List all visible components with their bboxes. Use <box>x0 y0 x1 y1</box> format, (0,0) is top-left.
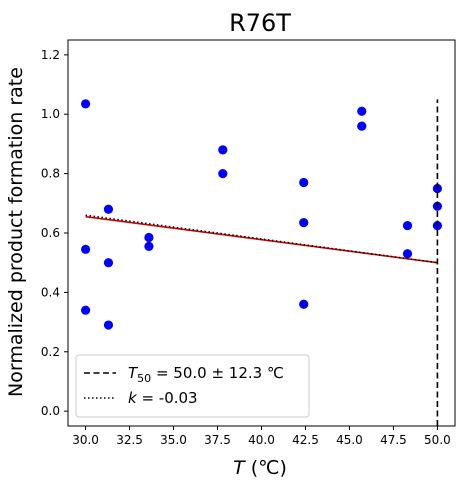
x-axis-label: T (℃) <box>233 457 287 479</box>
legend-label-variable: k <box>128 389 138 407</box>
data-point <box>218 169 228 179</box>
y-tick-label: 0.4 <box>41 285 60 299</box>
legend-box <box>75 354 310 418</box>
x-tick-label: 42.5 <box>292 433 319 447</box>
x-axis: 30.0 32.5 35.0 37.5 40.0 42.5 45.0 47.5 50.0 <box>72 426 451 447</box>
fit-line <box>85 215 438 264</box>
data-point <box>357 121 367 131</box>
data-point <box>80 305 91 315</box>
data-point <box>144 241 154 251</box>
y-tick-label: 1.0 <box>41 107 60 121</box>
x-tick-label: 47.5 <box>380 433 407 447</box>
x-tick-label: 50.0 <box>424 433 451 447</box>
data-point <box>299 218 309 228</box>
legend-label-subscript: 50 <box>137 372 151 385</box>
data-point <box>299 299 309 309</box>
data-point <box>103 258 114 268</box>
x-tick-label: 45.0 <box>336 433 363 447</box>
data-point <box>402 249 413 259</box>
legend-label: k = -0.03 <box>128 389 198 407</box>
x-axis-label-unit: (℃) <box>245 457 287 479</box>
data-point <box>103 204 114 214</box>
legend-label-value: = 50.0 ± 12.3 ℃ <box>151 364 284 382</box>
y-tick-label: 0.6 <box>41 226 60 240</box>
y-tick-label: 0.2 <box>41 345 60 359</box>
y-tick-label: 0.8 <box>41 167 60 181</box>
x-tick-label: 37.5 <box>204 433 231 447</box>
data-point <box>103 320 114 330</box>
y-tick-label: 0.0 <box>41 404 60 418</box>
y-tick-label: 1.2 <box>41 48 60 62</box>
x-tick-label: 32.5 <box>116 433 143 447</box>
data-point <box>144 232 154 243</box>
data-point <box>402 220 413 231</box>
legend-label-value: = -0.03 <box>137 389 198 407</box>
data-point <box>80 244 91 254</box>
data-point <box>357 106 367 116</box>
x-axis-label-variable: T <box>233 457 246 479</box>
data-point <box>80 99 91 109</box>
legend-label: T50 = 50.0 ± 12.3 ℃ <box>128 364 284 385</box>
y-axis: 0.0 0.2 0.4 0.6 0.8 1.0 1.2 <box>41 48 68 418</box>
data-point <box>299 177 309 188</box>
legend: T50 = 50.0 ± 12.3 ℃ k = -0.03 <box>75 354 310 418</box>
x-tick-label: 35.0 <box>160 433 187 447</box>
y-axis-label: Normalized product formation rate <box>5 67 27 397</box>
x-tick-label: 40.0 <box>248 433 275 447</box>
data-point <box>218 145 228 155</box>
chart-title: R76T <box>229 9 291 37</box>
legend-label-variable: T <box>128 364 139 382</box>
x-tick-label: 30.0 <box>72 433 99 447</box>
